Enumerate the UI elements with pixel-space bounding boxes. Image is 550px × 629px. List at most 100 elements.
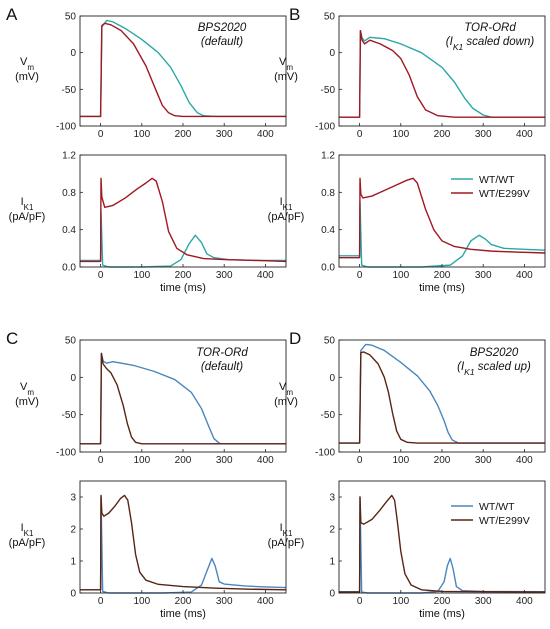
series-line-wt [339, 200, 546, 268]
y-axis-label: Vm [279, 381, 293, 397]
series-line-wt [339, 343, 545, 444]
y-label-main: I [280, 522, 283, 534]
x-tick-label: 200 [175, 270, 192, 281]
panel-title-line: BPS2020 [198, 22, 247, 34]
title-post: scaled down) [463, 36, 534, 48]
series-line-e299v [80, 22, 286, 118]
series-line-e299v [339, 29, 545, 118]
chart-C-vm: 0 100 200 300 400 -100 -50 0 50 Vm(mV) [15, 336, 287, 466]
title-pre: (I [446, 36, 454, 48]
y-axis-label: Vm [279, 56, 293, 72]
y-label-main: I [280, 196, 283, 208]
y-tick-label: 0 [70, 373, 76, 384]
y-tick-label: 0 [329, 373, 335, 384]
y-axis-unit: (pA/pF) [268, 537, 305, 549]
y-tick-label: 0.0 [321, 263, 335, 274]
title-pre: (I [457, 361, 465, 373]
y-tick-label: 1 [329, 557, 335, 568]
title-sub: K1 [453, 42, 464, 52]
x-tick-label: 200 [434, 129, 451, 140]
x-tick-label: 100 [133, 270, 150, 281]
y-tick-label: 0 [70, 48, 76, 59]
y-tick-label: 0 [70, 589, 76, 600]
x-axis-label: time (ms) [160, 608, 206, 620]
x-tick-label: 300 [475, 596, 492, 607]
panel-B: B TOR-ORd (IK1 scaled down) [289, 5, 534, 52]
x-tick-label: 400 [516, 596, 533, 607]
x-tick-label: 400 [516, 129, 533, 140]
panel-title-line: TOR-ORd [196, 347, 248, 359]
legend: WT/WT WT/E299V [451, 501, 530, 527]
plot-frame [79, 480, 287, 594]
x-tick-label: 100 [392, 129, 409, 140]
y-label-main: V [279, 56, 287, 68]
y-tick-label: -50 [321, 410, 336, 421]
series-line-e299v [80, 494, 287, 591]
y-tick-label: 2 [329, 525, 335, 536]
series-line-e299v [339, 177, 546, 259]
y-axis-unit: (mV) [274, 71, 298, 83]
chart-B-vm: 0 100 200 300 400 -100 -50 0 50 Vm(mV) [274, 12, 546, 140]
x-tick-label: 400 [257, 129, 274, 140]
x-tick-label: 200 [434, 270, 451, 281]
x-tick-label: 0 [357, 129, 363, 140]
y-axis-unit: (mV) [15, 71, 39, 83]
x-tick-label: 100 [392, 270, 409, 281]
x-tick-label: 0 [357, 455, 363, 466]
plot-frame [79, 339, 287, 453]
x-tick-label: 0 [98, 455, 104, 466]
y-label-sub: K1 [283, 203, 293, 212]
y-tick-label: -100 [56, 122, 76, 133]
y-tick-label: -50 [321, 85, 336, 96]
x-tick-label: 400 [257, 596, 274, 607]
x-tick-label: 0 [98, 270, 104, 281]
x-tick-label: 200 [175, 129, 192, 140]
y-label-main: I [21, 522, 24, 534]
y-tick-label: 1 [70, 557, 76, 568]
y-tick-label: 0 [329, 48, 335, 59]
x-tick-label: 400 [516, 270, 533, 281]
chart-D-vm: 0 100 200 300 400 -100 -50 0 50 Vm(mV) [274, 336, 546, 466]
x-tick-label: 100 [133, 455, 150, 466]
y-tick-label: -100 [56, 448, 76, 459]
y-label-main: V [20, 381, 28, 393]
plot-frame [79, 15, 287, 127]
y-tick-label: 50 [324, 12, 336, 23]
panel-title-line: (default) [201, 361, 243, 373]
panel-title-line: (IK1 scaled up) [457, 361, 531, 377]
panel-C: C TOR-ORd (default) [6, 329, 248, 373]
title-sub: K1 [464, 367, 475, 377]
x-tick-label: 200 [434, 596, 451, 607]
series-line-e299v [339, 351, 545, 444]
y-tick-label: 0.0 [62, 263, 76, 274]
legend: WT/WT WT/E299V [451, 174, 530, 200]
y-tick-label: -100 [315, 448, 335, 459]
x-axis-label: time (ms) [160, 282, 206, 294]
x-tick-label: 200 [434, 455, 451, 466]
y-label-main: I [21, 196, 24, 208]
y-axis-unit: (mV) [274, 396, 298, 408]
y-tick-label: 50 [324, 336, 336, 347]
chart-D-ik1: 0 100 200 300 400 0 1 2 3 time (ms) IK1(pA/pF) [268, 480, 546, 620]
title-post: scaled up) [475, 361, 531, 373]
y-axis-label: Vm [20, 56, 34, 72]
legend-label: WT/WT [479, 174, 515, 186]
panel-A: A BPS2020 (default) [6, 5, 247, 48]
y-tick-label: 3 [329, 493, 335, 504]
x-tick-label: 300 [216, 596, 233, 607]
y-label-sub: m [27, 63, 34, 72]
series-line-e299v [80, 177, 287, 263]
y-label-sub: m [27, 388, 34, 397]
x-axis-label: time (ms) [419, 282, 465, 294]
panel-letter: D [289, 329, 301, 348]
y-tick-label: 0.4 [62, 225, 76, 236]
panel-title-line: TOR-ORd [464, 22, 516, 34]
y-tick-label: 0.8 [321, 188, 335, 199]
plot-frame [79, 154, 287, 268]
y-axis-label: IK1 [21, 196, 34, 212]
y-label-sub: m [286, 63, 293, 72]
legend-label: WT/E299V [479, 515, 530, 527]
